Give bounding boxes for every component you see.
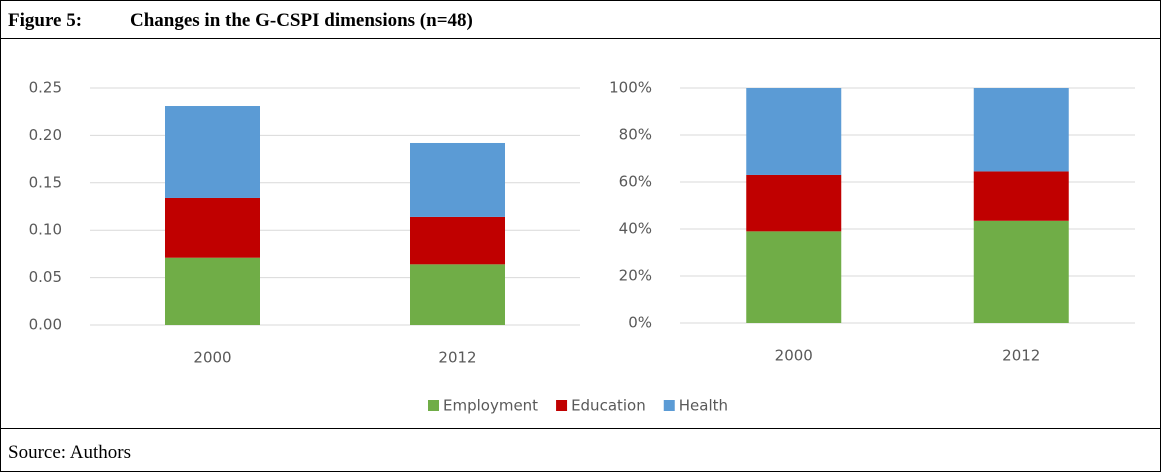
- x-tick-label: 2000: [193, 349, 231, 367]
- y-tick-label: 80%: [619, 126, 652, 144]
- y-tick-label: 0.05: [29, 268, 62, 286]
- figure-label: Figure 5:: [8, 10, 82, 31]
- y-tick-label: 0.00: [29, 316, 62, 334]
- y-tick-label: 0.10: [29, 221, 62, 239]
- bar-segment: [165, 106, 260, 198]
- bar-segment: [746, 231, 842, 323]
- bar-segment: [973, 220, 1069, 323]
- y-tick-label: 40%: [619, 220, 652, 238]
- figure-title: Changes in the G-CSPI dimensions (n=48): [130, 10, 473, 31]
- bar-segment: [410, 264, 505, 325]
- y-tick-label: 100%: [609, 79, 652, 97]
- x-tick-label: 2012: [1002, 347, 1040, 365]
- y-tick-label: 0.20: [29, 126, 62, 144]
- x-tick-label: 2012: [438, 349, 476, 367]
- y-tick-label: 0.15: [29, 173, 62, 191]
- bar-segment: [973, 88, 1069, 172]
- bar-segment: [165, 257, 260, 325]
- bar-segment: [973, 171, 1069, 221]
- legend-label: Employment: [443, 397, 538, 415]
- bar-segment: [746, 174, 842, 232]
- x-tick-label: 2000: [775, 347, 813, 365]
- bar-segment: [410, 216, 505, 265]
- y-tick-label: 0.25: [29, 79, 62, 97]
- bar-segment: [410, 142, 505, 217]
- y-tick-label: 60%: [619, 173, 652, 191]
- y-tick-label: 0%: [628, 314, 652, 332]
- source: Source: Authors: [8, 442, 131, 463]
- legend-swatch: [556, 400, 568, 411]
- y-tick-label: 20%: [619, 267, 652, 285]
- legend-label: Education: [571, 397, 646, 415]
- bar-segment: [746, 88, 842, 175]
- bar-segment: [165, 197, 260, 258]
- legend-label: Health: [679, 397, 728, 415]
- legend-swatch: [428, 400, 439, 411]
- legend-swatch: [663, 400, 675, 411]
